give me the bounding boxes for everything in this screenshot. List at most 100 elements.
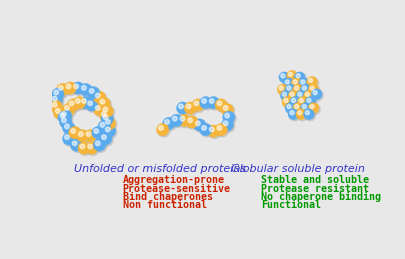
Circle shape (103, 117, 115, 130)
Circle shape (95, 93, 100, 98)
Circle shape (224, 113, 229, 118)
Circle shape (221, 103, 233, 116)
Circle shape (280, 90, 290, 101)
Circle shape (101, 135, 106, 140)
Circle shape (303, 109, 313, 120)
Circle shape (75, 99, 80, 103)
Circle shape (309, 86, 313, 90)
Circle shape (289, 92, 293, 96)
Circle shape (170, 114, 182, 127)
Circle shape (201, 126, 206, 130)
Circle shape (59, 116, 72, 128)
Circle shape (308, 78, 312, 82)
Circle shape (53, 106, 66, 119)
Circle shape (64, 82, 76, 94)
Circle shape (95, 141, 100, 146)
Text: Unfolded or misfolded proteins: Unfolded or misfolded proteins (73, 163, 245, 174)
Circle shape (288, 109, 298, 120)
Circle shape (300, 84, 311, 95)
Circle shape (76, 130, 89, 142)
Circle shape (302, 105, 306, 109)
Circle shape (300, 80, 304, 84)
Circle shape (222, 111, 234, 124)
Circle shape (158, 126, 163, 130)
Circle shape (99, 98, 111, 111)
Circle shape (223, 121, 227, 126)
Circle shape (199, 124, 211, 136)
Circle shape (70, 129, 75, 133)
Circle shape (281, 97, 292, 107)
Circle shape (62, 122, 75, 134)
Circle shape (284, 84, 295, 95)
Circle shape (281, 92, 286, 96)
Circle shape (286, 85, 296, 96)
Circle shape (77, 131, 90, 143)
Circle shape (223, 106, 227, 110)
Circle shape (70, 139, 82, 151)
Circle shape (223, 112, 236, 125)
Circle shape (56, 83, 68, 96)
Circle shape (85, 142, 98, 154)
Circle shape (295, 73, 305, 84)
Circle shape (289, 97, 300, 107)
Circle shape (200, 125, 213, 137)
Circle shape (54, 108, 66, 120)
Circle shape (100, 111, 113, 123)
Circle shape (199, 97, 211, 109)
Text: Protease resistant: Protease resistant (260, 184, 368, 193)
Circle shape (178, 104, 183, 109)
Circle shape (60, 111, 73, 123)
Circle shape (209, 127, 213, 132)
Circle shape (180, 116, 184, 121)
Circle shape (80, 144, 85, 149)
Circle shape (296, 110, 307, 121)
Circle shape (87, 101, 92, 106)
Circle shape (282, 98, 293, 109)
Circle shape (215, 100, 228, 112)
Circle shape (72, 82, 84, 94)
Circle shape (293, 85, 304, 96)
Circle shape (51, 95, 64, 108)
Circle shape (62, 118, 66, 123)
Circle shape (87, 143, 99, 155)
Circle shape (208, 126, 220, 139)
Circle shape (89, 89, 94, 93)
Circle shape (94, 92, 107, 105)
Circle shape (104, 126, 117, 139)
Circle shape (292, 79, 303, 90)
Circle shape (103, 125, 115, 137)
Circle shape (298, 98, 309, 109)
Text: Protease-sensitive: Protease-sensitive (122, 184, 230, 193)
Circle shape (194, 101, 198, 106)
Text: No chaperone binding: No chaperone binding (260, 192, 380, 202)
Circle shape (94, 129, 98, 133)
Circle shape (101, 105, 113, 117)
Circle shape (99, 133, 111, 145)
Circle shape (98, 120, 110, 133)
Circle shape (309, 85, 319, 96)
Circle shape (58, 85, 70, 97)
Circle shape (293, 104, 304, 115)
Circle shape (298, 78, 309, 89)
Circle shape (288, 90, 298, 101)
Circle shape (70, 128, 82, 140)
Circle shape (58, 85, 63, 90)
Circle shape (85, 131, 97, 143)
Text: Non functional: Non functional (122, 200, 206, 211)
Circle shape (62, 112, 66, 116)
Circle shape (298, 98, 303, 103)
Circle shape (302, 86, 306, 90)
Circle shape (309, 105, 313, 109)
Circle shape (52, 88, 64, 100)
Circle shape (215, 124, 227, 136)
Circle shape (69, 101, 74, 106)
Circle shape (290, 78, 301, 89)
Circle shape (55, 109, 60, 113)
Circle shape (86, 132, 91, 136)
Circle shape (284, 103, 295, 113)
Circle shape (200, 98, 213, 110)
Circle shape (87, 87, 99, 99)
Circle shape (305, 111, 309, 115)
Circle shape (162, 117, 175, 130)
Circle shape (79, 143, 91, 155)
